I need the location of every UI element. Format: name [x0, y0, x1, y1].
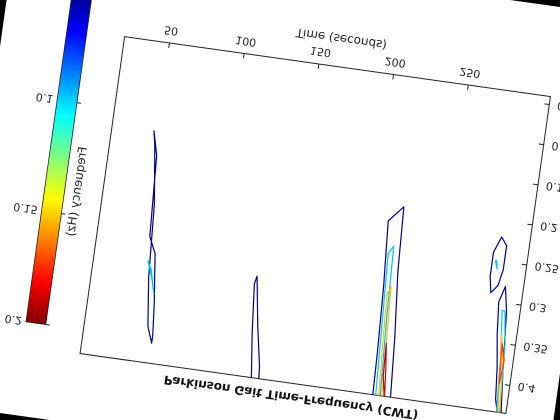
x-axis-ticks: 50 100 150 200 250 — [163, 23, 482, 91]
x-tick-mark — [467, 84, 469, 91]
colorbar-ticks: 0.050.10.150.2 — [4, 90, 81, 327]
y-tick-label: 0.25 — [534, 259, 560, 275]
colorbar — [25, 0, 93, 325]
y-tick-mark — [516, 303, 522, 306]
contour-line — [494, 259, 498, 270]
y-tick-label: 0.3 — [528, 299, 547, 314]
x-tick-mark — [242, 53, 245, 59]
x-tick-mark — [392, 74, 395, 80]
y-tick-label: 0.1 — [551, 139, 560, 154]
x-tick-label: 150 — [309, 44, 332, 60]
x-tick-mark — [317, 63, 320, 70]
y-tick-label: 0.4 — [517, 380, 536, 395]
colorbar-tick-mark — [76, 102, 81, 104]
x-tick-mark — [168, 42, 170, 49]
colorbar-tick-label: 0.1 — [35, 90, 54, 105]
contour-line — [147, 260, 155, 295]
y-tick-mark — [538, 143, 544, 146]
colorbar-tick-label: 0.15 — [13, 200, 39, 216]
y-tick-mark — [521, 263, 527, 266]
contour-line — [250, 275, 261, 388]
y-tick-mark — [510, 344, 516, 346]
y-tick-label: 0.15 — [545, 179, 560, 195]
contour-line — [489, 236, 508, 294]
y-tick-label: 0.35 — [523, 339, 549, 355]
x-tick-label: 50 — [163, 23, 179, 38]
plot-area — [79, 36, 551, 414]
y-tick-mark — [527, 223, 533, 226]
contour-line — [498, 342, 505, 385]
y-tick-label: 0.05 — [556, 99, 560, 115]
colorbar-tick-mark — [61, 213, 66, 215]
contour-line — [495, 285, 508, 414]
colorbar-tick-mark — [45, 324, 50, 326]
y-tick-mark — [533, 183, 539, 186]
y-axis-ticks: 0.05 0.1 0.15 0.2 0.25 0.3 0.35 0.4 — [504, 99, 560, 395]
y-tick-mark — [544, 103, 550, 106]
colorbar-tick-label: 0.2 — [4, 312, 23, 327]
x-tick-label: 200 — [384, 54, 407, 70]
x-tick-label: 100 — [235, 33, 258, 49]
y-tick-mark — [504, 384, 510, 386]
x-tick-label: 250 — [459, 65, 482, 81]
y-tick-label: 0.2 — [539, 219, 558, 234]
